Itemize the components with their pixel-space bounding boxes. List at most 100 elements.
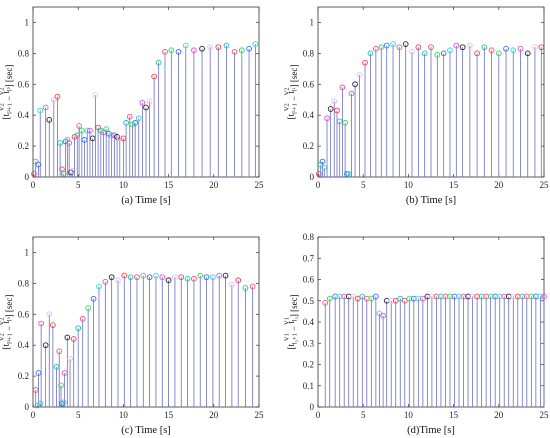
stem-marker (415, 44, 422, 51)
x-axis-label: (c) Time [s] (121, 425, 171, 436)
stem-marker (199, 45, 205, 52)
stem-marker (390, 41, 396, 47)
y-tick-label: 0.2 (18, 141, 29, 151)
x-tick-label: 10 (119, 180, 129, 190)
stem-marker (440, 50, 447, 57)
stem-marker (60, 399, 67, 406)
x-tick-label: 0 (316, 410, 321, 420)
stem-marker (191, 47, 197, 54)
stem-marker (362, 59, 368, 66)
stem-marker (96, 283, 102, 290)
stem-marker (46, 311, 53, 318)
stem-marker (331, 98, 338, 105)
stem-marker (354, 295, 361, 302)
y-tick-label: 0.6 (18, 309, 30, 319)
stem-marker (37, 107, 44, 114)
stem-marker (203, 274, 210, 281)
stem-marker (420, 295, 426, 302)
stem-marker (246, 45, 252, 52)
x-tick-label: 10 (404, 410, 414, 420)
x-tick-label: 25 (540, 410, 550, 420)
x-tick-label: 0 (316, 180, 321, 190)
stem-marker (79, 316, 86, 322)
stem-marker (249, 283, 256, 290)
stem-marker (392, 297, 399, 304)
stem-marker (102, 278, 109, 285)
stem-marker (56, 348, 63, 355)
stem-marker (172, 274, 178, 281)
x-axis-label: (a) Time [s] (121, 195, 171, 206)
stem-marker (78, 127, 85, 134)
stem-marker (108, 274, 115, 281)
plot-frame (317, 236, 545, 408)
y-tick-label: 0.7 (303, 253, 315, 263)
stem-marker (123, 120, 129, 126)
stem-marker (538, 44, 545, 51)
x-tick-label: 20 (494, 410, 504, 420)
stem-marker (350, 293, 357, 300)
stem-marker (474, 50, 480, 57)
y-tick-label: 0.1 (303, 381, 314, 391)
stem-marker (421, 50, 428, 57)
stem-marker (197, 272, 204, 279)
stem-marker (207, 44, 214, 51)
stem-marker (210, 274, 216, 281)
stem-marker (115, 277, 121, 284)
y-tick-label: 0.8 (18, 48, 30, 58)
stem-marker (359, 293, 366, 300)
stem-marker (165, 277, 172, 284)
chart-panel-a: 0 5 10 15 20 25 0 0.2 0.4 0.6 0.8 1 (a) Time [s] [tl²… (0, 6, 264, 206)
stem-marker (334, 107, 340, 114)
y-axis-label: [tl³+1V2 − tl³V2] [sec] (0, 295, 14, 350)
stem-marker (373, 45, 379, 52)
stem-marker (510, 47, 517, 54)
chart-panel-b: 0 5 10 15 20 25 0 0.2 0.4 0.6 0.8 1 (b) Time [s] [tl¹… (284, 6, 549, 206)
x-tick-label: 10 (119, 410, 129, 420)
stem-marker (50, 322, 56, 328)
stem-marker (401, 297, 408, 304)
stem-marker (524, 50, 531, 57)
stem-marker (409, 48, 415, 55)
stem-marker (175, 48, 182, 55)
chart-panel-d: 0 5 10 15 20 25 0 0.1 0.2 0.3 0.4 0.5 0.6 0.7 0.8 (d)Ti… (284, 232, 550, 436)
stem-marker (316, 171, 322, 177)
stem-marker (222, 272, 229, 279)
stem-marker (326, 295, 333, 302)
stem-marker (447, 47, 453, 54)
stem-marker (481, 44, 488, 51)
x-tick-label: 20 (209, 180, 219, 190)
stem-marker (397, 295, 404, 302)
stem-marker (252, 41, 259, 47)
stem-marker (223, 42, 230, 49)
x-tick-label: 0 (31, 180, 36, 190)
stem-marker (383, 42, 390, 49)
stem-marker (75, 325, 82, 332)
y-tick-label: 0.6 (303, 275, 315, 285)
stem-marker (162, 48, 168, 55)
y-tick-label: 0.4 (18, 340, 30, 350)
stem-marker (339, 84, 346, 91)
stem-marker (541, 293, 547, 300)
stem-marker (87, 127, 93, 134)
stem-marker (54, 93, 61, 100)
x-tick-label: 15 (449, 180, 459, 190)
y-tick-label: 0.8 (18, 278, 30, 288)
y-tick-label: 0.5 (303, 296, 315, 306)
y-tick-label: 1 (310, 17, 315, 27)
stem-marker (352, 81, 358, 88)
stem-marker (191, 275, 197, 282)
stem-marker (467, 42, 473, 49)
x-tick-label: 20 (209, 410, 219, 420)
stem-marker (367, 50, 374, 57)
stem-marker (90, 295, 97, 302)
y-tick-label: 0.4 (303, 317, 315, 327)
stem-marker (495, 50, 502, 57)
stem-marker (92, 92, 99, 98)
stem-marker (317, 161, 324, 168)
stem-marker (126, 113, 133, 120)
stem-marker (373, 293, 379, 300)
stem-marker (58, 382, 64, 389)
stem-marker (184, 275, 191, 282)
stem-marker (37, 401, 44, 407)
stem-marker (62, 138, 69, 145)
